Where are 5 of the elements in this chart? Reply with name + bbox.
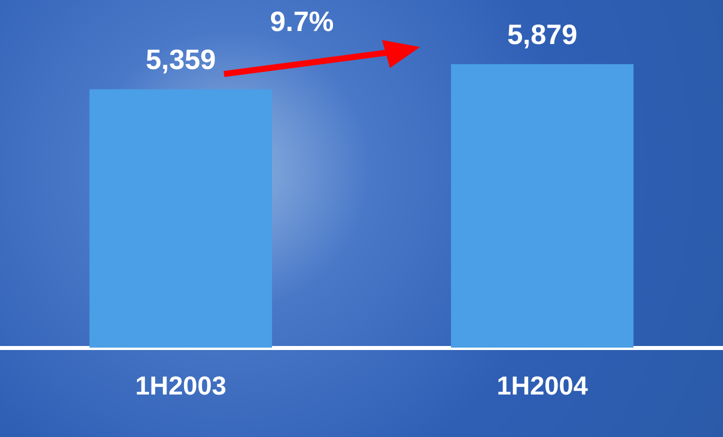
text: 9.7% [270, 6, 334, 38]
data-label: 5,359 [146, 44, 216, 75]
x-tick-label: 1H2003 [135, 370, 226, 401]
data-label: 5,879 [507, 18, 578, 50]
x-tick-label: 1H2004 [496, 370, 588, 401]
